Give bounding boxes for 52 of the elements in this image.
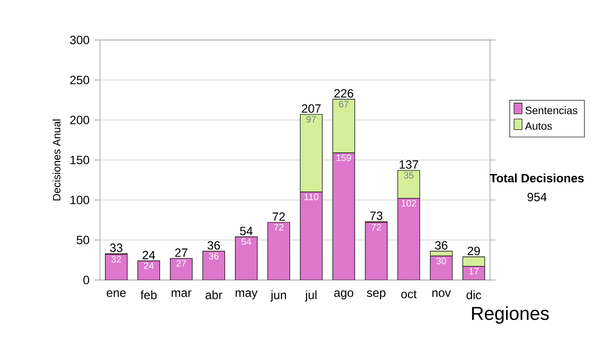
legend-label: Sentencias <box>525 106 578 114</box>
data-label: 97 <box>306 116 316 123</box>
data-label: 36 <box>208 252 219 260</box>
annotation: Total Decisiones <box>490 174 584 182</box>
data-label: 72 <box>372 224 381 231</box>
text: 954 <box>528 192 547 202</box>
data-label: 72 <box>274 224 284 231</box>
y-axis-title: Decisiones Anual <box>52 120 60 200</box>
y-tick-label: 300 <box>70 36 90 44</box>
x-tick-label: nov <box>432 290 451 297</box>
y-tick-label: 250 <box>70 76 90 84</box>
y-tick-label: 100 <box>70 196 90 204</box>
total-label: 73 <box>370 212 382 220</box>
x-tick-label: may <box>236 290 258 300</box>
data-label: 32 <box>111 256 121 263</box>
y-tick-label: 150 <box>70 156 90 164</box>
total-label: 33 <box>110 244 122 252</box>
data-label: 24 <box>144 262 154 269</box>
y-tick-label: 200 <box>70 116 90 124</box>
data-label: 30 <box>436 258 446 264</box>
x-tick-label: ene <box>106 290 126 297</box>
text: Regiones <box>472 306 549 324</box>
total-label: 72 <box>272 212 285 221</box>
data-label: 110 <box>304 194 318 200</box>
x-tick-label: oct <box>401 290 417 298</box>
x-tick-label: dic <box>466 290 482 300</box>
x-tick-label: jul <box>304 290 316 302</box>
legend-label: Autos <box>524 122 552 130</box>
total-label: 29 <box>468 246 480 256</box>
x-tick-label: sep <box>366 290 386 300</box>
data-label: 54 <box>241 238 252 245</box>
x-tick-label: abr <box>206 290 222 300</box>
x-tick-label: jun <box>270 290 286 302</box>
y-tick-label: 0 <box>83 276 90 284</box>
total-label: 24 <box>142 250 156 260</box>
total-label: 36 <box>208 241 220 250</box>
total-label: 226 <box>334 89 354 98</box>
data-label: 17 <box>469 268 478 274</box>
data-label: 27 <box>176 260 186 267</box>
total-label: 27 <box>175 248 188 257</box>
x-tick-label: mar <box>172 290 192 297</box>
total-label: 137 <box>400 160 418 169</box>
total-label: 54 <box>240 226 253 236</box>
total-label: 36 <box>435 241 448 250</box>
x-tick-label: feb <box>140 290 157 300</box>
y-tick-label: 50 <box>76 236 90 244</box>
data-label: 67 <box>339 100 348 108</box>
x-tick-label: ago <box>334 290 354 300</box>
data-label: 35 <box>404 172 414 179</box>
total-label: 207 <box>302 104 321 113</box>
data-label: 102 <box>402 200 416 207</box>
data-label: 159 <box>336 154 352 161</box>
